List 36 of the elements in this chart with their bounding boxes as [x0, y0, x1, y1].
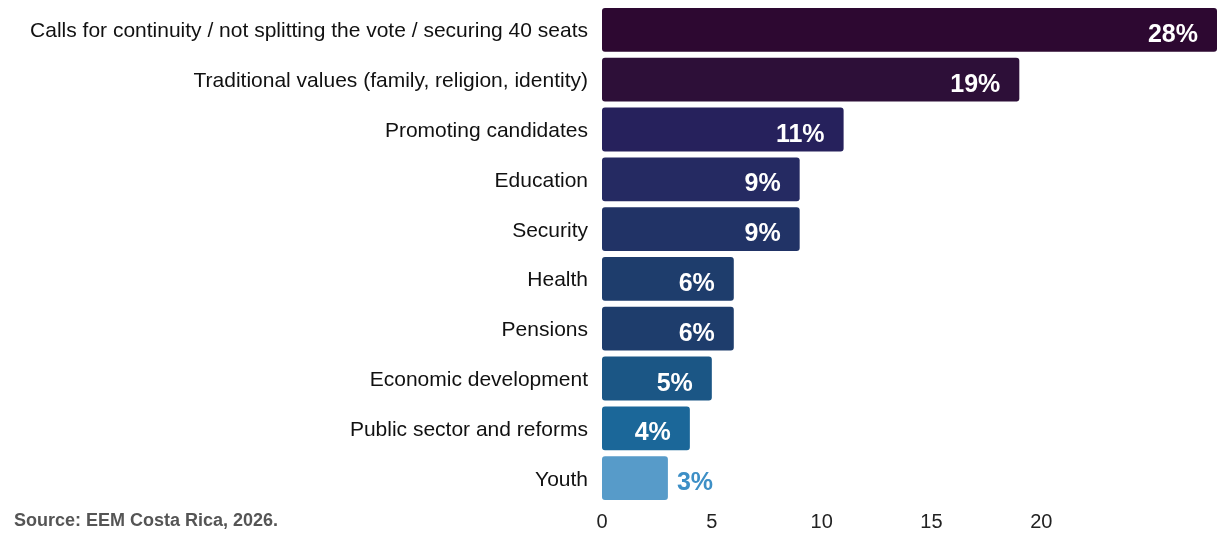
data-label: 28% [1147, 18, 1198, 47]
y-tick-label: Youth [535, 466, 588, 490]
data-label: 5% [656, 367, 693, 396]
data-label: 3% [676, 467, 714, 496]
data-label: 19% [950, 68, 1001, 97]
data-label: 9% [744, 218, 781, 247]
y-tick-label: Health [527, 267, 588, 291]
bar [602, 406, 690, 451]
data-label: 4% [634, 417, 671, 446]
bar [602, 157, 800, 202]
y-tick-label: Economic development [369, 367, 589, 390]
y-tick-label: Education [494, 167, 588, 191]
source-note: Source: EEM Costa Rica, 2026. [14, 510, 279, 530]
data-label: 11% [775, 118, 825, 147]
bar [602, 57, 1020, 102]
x-tick-label: 10 [810, 510, 833, 532]
y-tick-label: Public sector and reforms [349, 416, 588, 440]
data-label: 9% [744, 168, 781, 197]
bar [602, 306, 734, 351]
data-label: 6% [678, 267, 715, 296]
bar [602, 207, 800, 252]
bar [602, 107, 844, 152]
bar [602, 456, 668, 501]
y-tick-label: Promoting candidates [384, 118, 588, 141]
data-label: 6% [678, 317, 715, 346]
bar [602, 7, 1217, 52]
x-tick-label: 0 [596, 510, 608, 532]
y-tick-label: Pensions [501, 317, 588, 341]
y-tick-label: Traditional values (family, religion, identity) [193, 68, 588, 92]
x-tick-label: 5 [706, 510, 718, 532]
bar [602, 256, 734, 301]
x-tick-label: 15 [920, 510, 943, 532]
y-tick-label: Security [512, 217, 589, 241]
y-tick-label: Calls for continuity / not splitting the vote / securing 40 seats [30, 18, 588, 42]
x-tick-label: 20 [1030, 510, 1053, 532]
bar [602, 356, 712, 401]
